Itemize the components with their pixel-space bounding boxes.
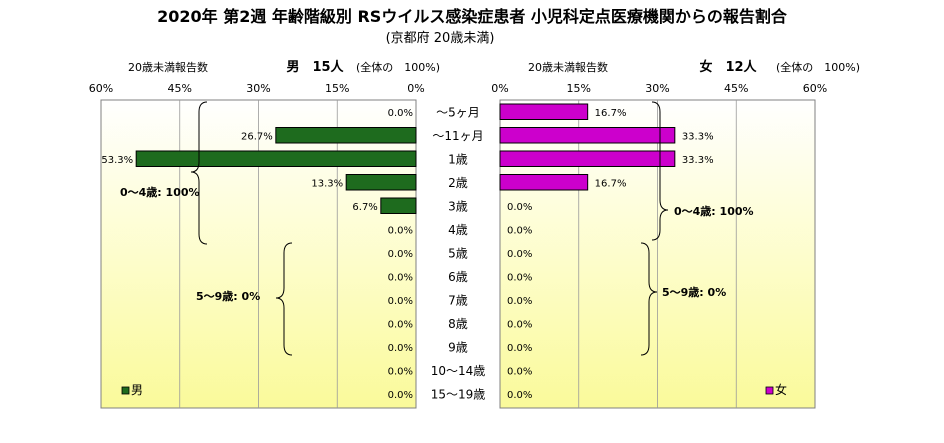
category-label: 9歳: [448, 340, 468, 354]
male-tick-label: 15%: [325, 82, 349, 95]
category-label: 4歳: [448, 223, 468, 237]
male-bar: [275, 127, 417, 144]
male-header: 男 15人: [286, 59, 344, 75]
chart-subtitle: (京都府 20歳未満): [386, 31, 495, 46]
category-label: 5歳: [448, 246, 468, 260]
male-data-label: 0.0%: [388, 108, 413, 119]
category-label: ～11ヶ月: [432, 129, 483, 143]
female-brace-5-9: [640, 242, 658, 356]
female-tick-label: 30%: [645, 82, 669, 95]
female-bar: [499, 127, 676, 144]
male-brace-0-4: [190, 101, 208, 245]
female-tick-label: 60%: [803, 82, 827, 95]
male-data-label: 0.0%: [388, 296, 413, 307]
chart-title: 2020年 第2週 年齢階級別 RSウイルス感染症患者 小児科定点医療機関からの…: [157, 7, 788, 26]
female-data-label: 0.0%: [507, 343, 532, 354]
male-data-label: 0.0%: [388, 225, 413, 236]
male-annotation-0-4: 0～4歳: 100%: [120, 185, 200, 199]
male-data-label: 6.7%: [352, 202, 377, 213]
male-data-label: 0.0%: [388, 366, 413, 377]
male-data-label: 0.0%: [388, 249, 413, 260]
left-header: 20歳未満報告数: [128, 61, 208, 74]
male-data-label: 53.3%: [101, 155, 133, 166]
female-data-label: 0.0%: [507, 225, 532, 236]
male-brace-5-9: [275, 242, 293, 356]
male-tick-label: 0%: [407, 82, 424, 95]
category-label: 1歳: [448, 152, 468, 166]
female-bar: [499, 150, 676, 167]
legend-label-male: 男: [131, 383, 143, 397]
female-tick-label: 15%: [567, 82, 591, 95]
bars: 0.0% 26.7% 53.3% 13.3% 6.7% 0.0% 0.0% 0.0% 0.0% 0…: [101, 103, 714, 401]
legend-label-female: 女: [775, 382, 787, 397]
male-data-label: 26.7%: [241, 131, 273, 142]
tick-labels: 60% 45% 30% 15% 0% 0% 15% 30% 45% 60%: [89, 82, 827, 95]
female-data-label: 16.7%: [595, 108, 627, 119]
category-label: ～5ヶ月: [436, 105, 480, 119]
female-data-label: 0.0%: [507, 366, 532, 377]
category-label: 6歳: [448, 270, 468, 284]
female-data-label: 33.3%: [682, 155, 714, 166]
female-data-label: 0.0%: [507, 296, 532, 307]
category-label: 2歳: [448, 176, 468, 190]
female-data-label: 0.0%: [507, 272, 532, 283]
male-tick-label: 45%: [168, 82, 192, 95]
category-labels: ～5ヶ月 ～11ヶ月 1歳 2歳 3歳 4歳 5歳 6歳 7歳 8歳 9歳 10～14歳 15～19歳: [431, 105, 486, 401]
female-data-label: 16.7%: [595, 178, 627, 189]
male-tick-label: 60%: [89, 82, 113, 95]
female-tick-label: 45%: [724, 82, 748, 95]
legend-swatch-female: [765, 386, 774, 395]
female-data-label: 0.0%: [507, 319, 532, 330]
male-data-label: 13.3%: [311, 178, 343, 189]
female-bar: [499, 103, 589, 120]
male-bar: [135, 150, 417, 167]
female-total-note: (全体の 100%): [776, 60, 860, 74]
female-bar: [499, 174, 589, 191]
female-header: 女 12人: [699, 59, 757, 75]
male-total-note: (全体の 100%): [356, 60, 440, 74]
category-label: 7歳: [448, 293, 468, 307]
female-annotation-0-4: 0～4歳: 100%: [674, 204, 754, 218]
female-tick-label: 0%: [491, 82, 508, 95]
legend-swatch-male: [121, 386, 130, 395]
male-bar: [345, 174, 417, 191]
female-brace-0-4: [651, 101, 669, 241]
right-header: 20歳未満報告数: [528, 61, 608, 74]
female-data-label: 0.0%: [507, 390, 532, 401]
female-data-label: 33.3%: [682, 131, 714, 142]
male-data-label: 0.0%: [388, 343, 413, 354]
female-annotation-5-9: 5～9歳: 0%: [662, 285, 726, 299]
category-label: 3歳: [448, 199, 468, 213]
male-data-label: 0.0%: [388, 319, 413, 330]
male-bar: [380, 197, 417, 214]
female-data-label: 0.0%: [507, 202, 532, 213]
category-label: 10～14歳: [431, 364, 486, 378]
category-label: 15～19歳: [431, 387, 486, 401]
male-data-label: 0.0%: [388, 272, 413, 283]
male-data-label: 0.0%: [388, 390, 413, 401]
male-tick-label: 30%: [246, 82, 270, 95]
male-annotation-5-9: 5～9歳: 0%: [196, 289, 260, 303]
category-label: 8歳: [448, 317, 468, 331]
female-data-label: 0.0%: [507, 249, 532, 260]
